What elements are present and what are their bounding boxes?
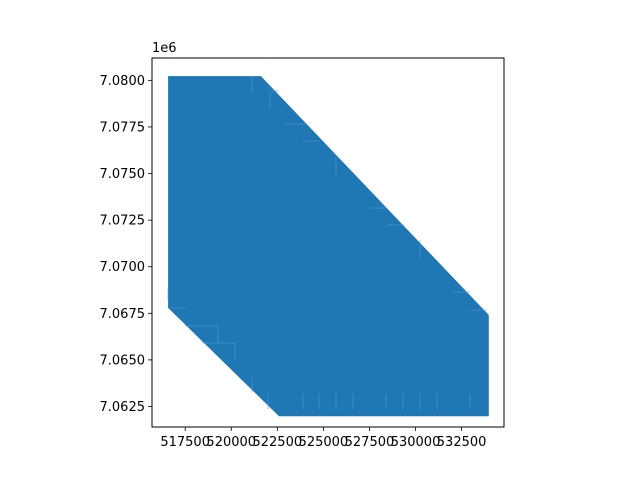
- x-tick-label: 520000: [206, 435, 256, 450]
- y-tick-label: 7.0675: [100, 307, 146, 322]
- x-tick-label: 530000: [391, 435, 441, 450]
- y-tick-label: 7.0725: [100, 214, 146, 229]
- area-polygon: [168, 76, 489, 417]
- y-axis: 7.0625 7.0650 7.0675 7.0700 7.0725 7.0750 7.07…: [100, 74, 152, 415]
- y-tick-label: 7.0750: [100, 167, 146, 182]
- y-offset-label: 1e6: [152, 41, 177, 56]
- area-layer: [168, 76, 489, 417]
- x-tick-label: 532500: [437, 435, 487, 450]
- y-tick-label: 7.0650: [100, 353, 146, 368]
- x-tick-label: 517500: [160, 435, 210, 450]
- x-axis: 5175005200005225005250005275005300005325…: [160, 427, 486, 450]
- axes-frame: [151, 57, 505, 428]
- x-tick-label: 525000: [299, 435, 349, 450]
- x-tick-label: 527500: [345, 435, 395, 450]
- y-tick-label: 7.0775: [100, 120, 146, 135]
- y-tick-label: 7.0800: [100, 74, 146, 89]
- y-tick-label: 7.0625: [100, 400, 146, 415]
- interior-lines: [167, 76, 487, 409]
- x-tick-label: 522500: [252, 435, 302, 450]
- y-tick-label: 7.0700: [100, 260, 146, 275]
